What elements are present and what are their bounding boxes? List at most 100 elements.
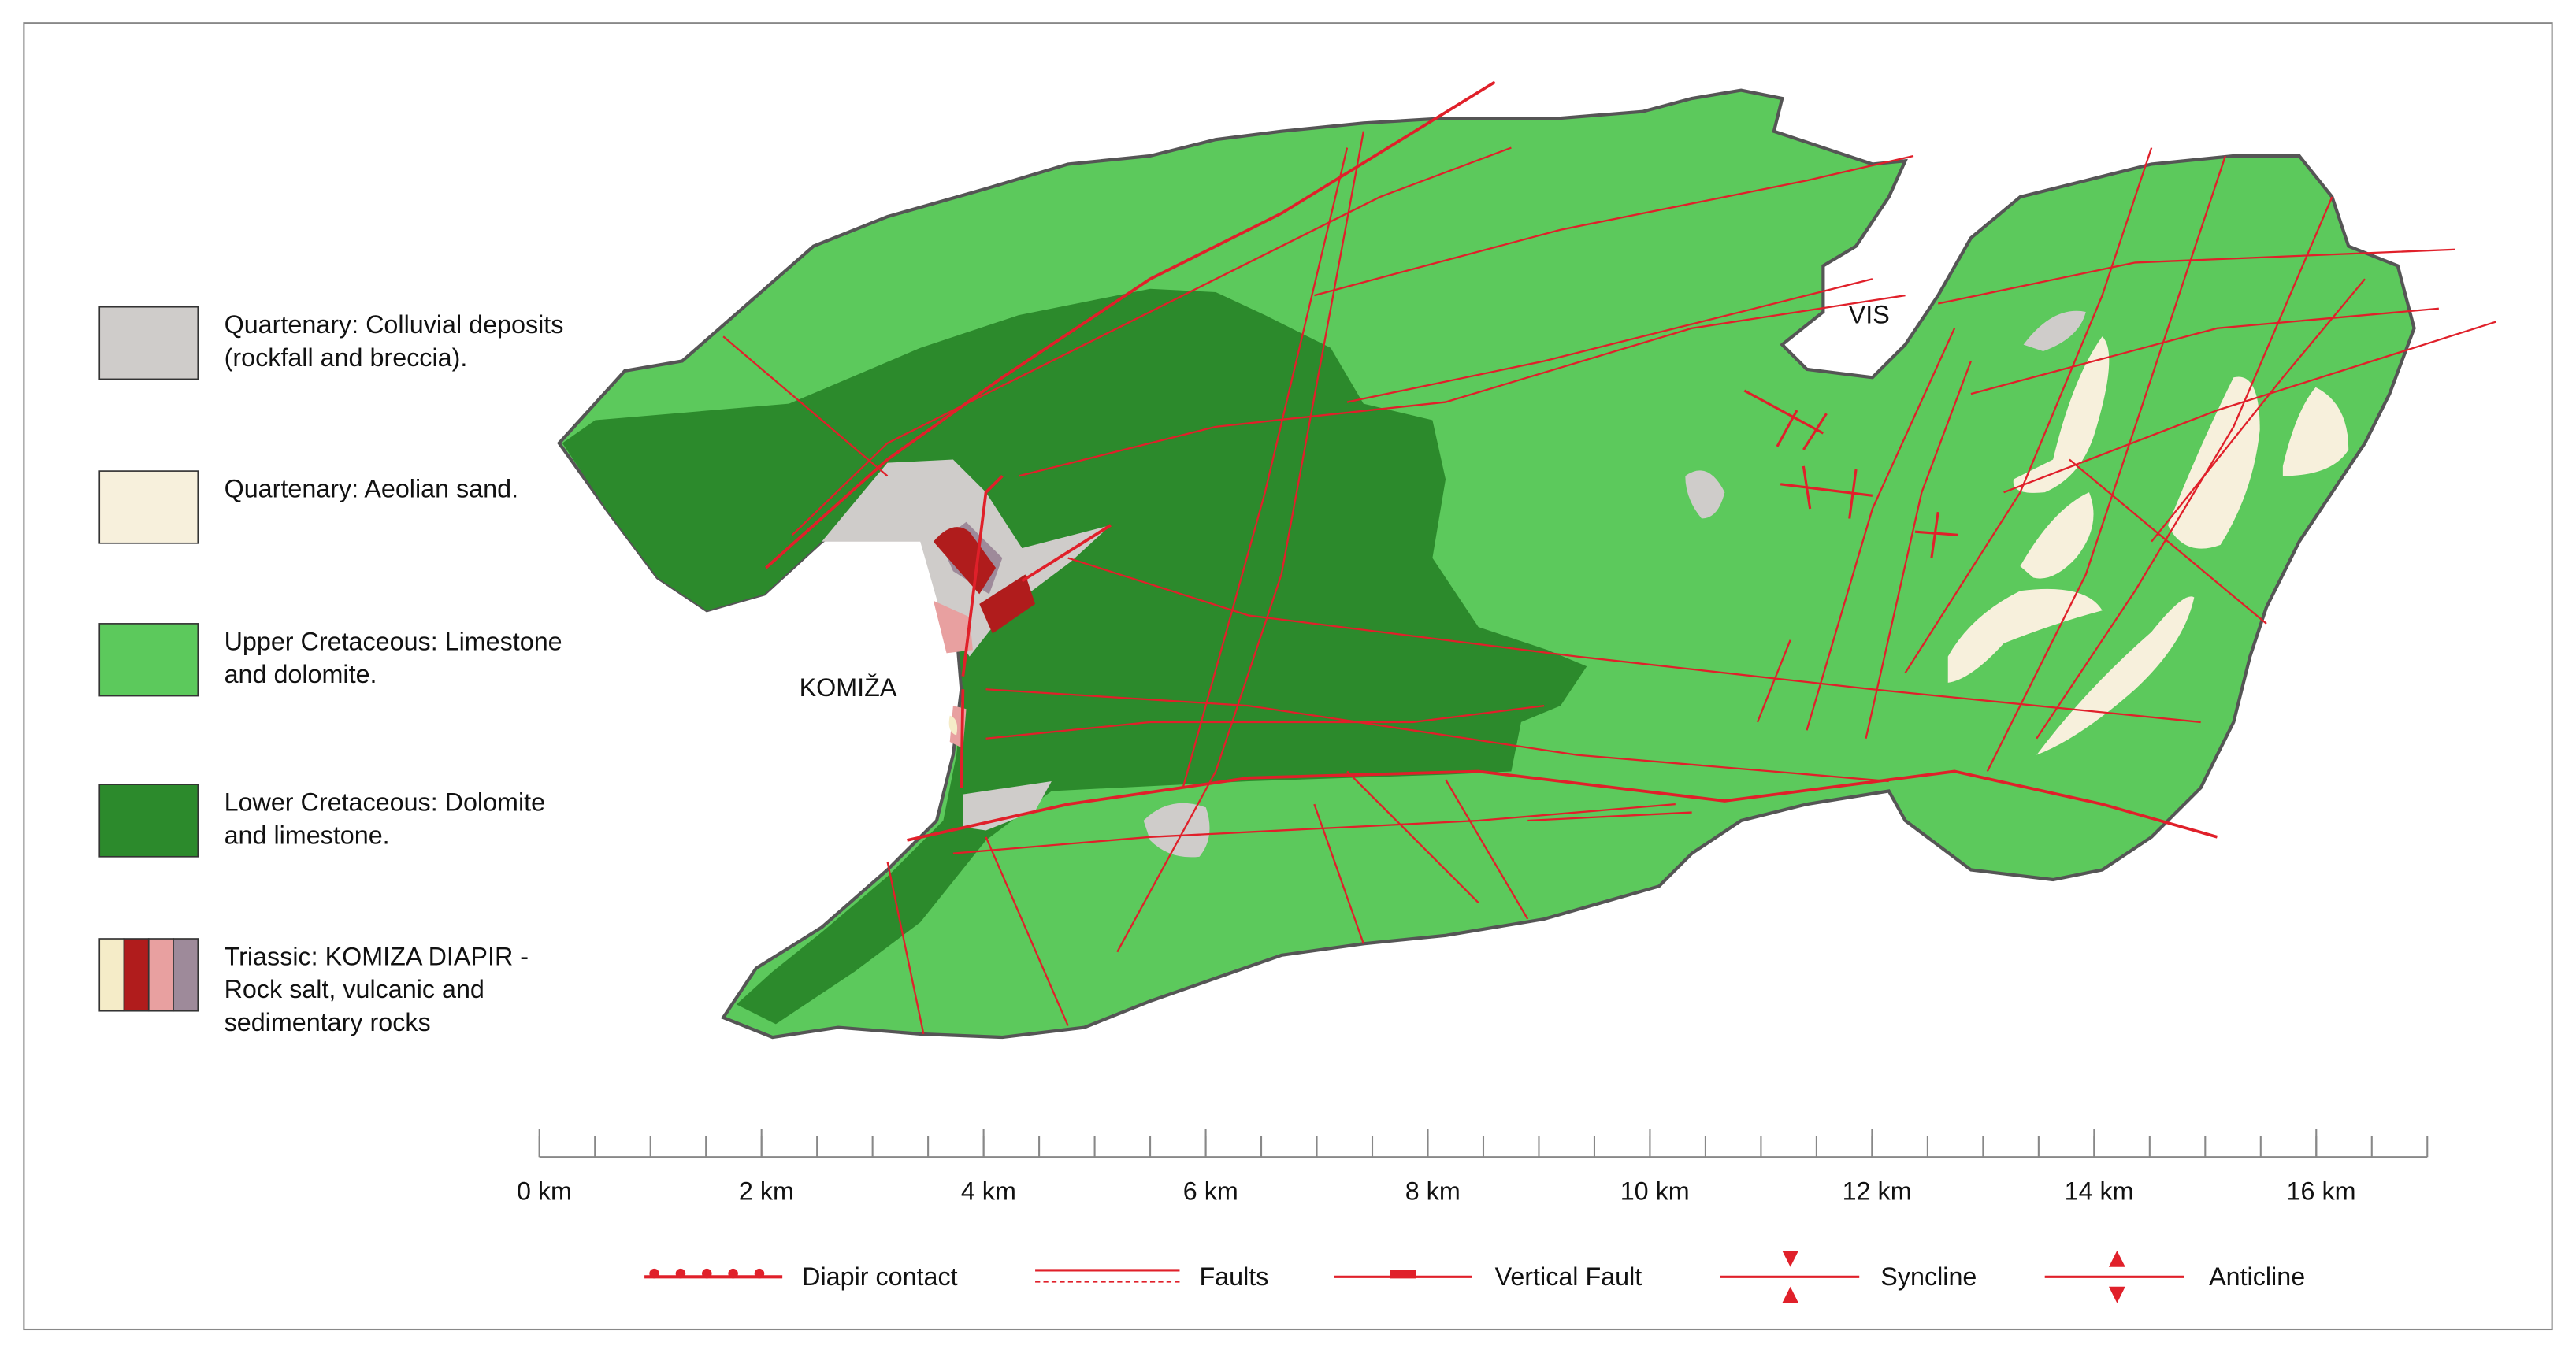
colluvial: [1685, 470, 1725, 519]
fault: [886, 861, 925, 1035]
scale-tick-label: 6 km: [1183, 1177, 1238, 1206]
aeolian-sand: [1947, 588, 2103, 683]
fault: [1445, 779, 1529, 920]
legend-swatch: [98, 938, 125, 1012]
fault: [1018, 294, 1906, 477]
fault: [1314, 154, 1914, 297]
syncline-axis: [1780, 483, 1873, 497]
fault: [1346, 770, 1479, 903]
fault: [952, 803, 1676, 854]
symbol-label: Faults: [1199, 1262, 1268, 1291]
syncline-axis: [1776, 410, 1798, 447]
symbol-label: Diapir contact: [802, 1262, 957, 1291]
lower-cretaceous: [562, 288, 1587, 1025]
aeolian-sand: [2020, 492, 2094, 579]
fault: [1904, 147, 2153, 674]
diapir-volcanic: [979, 574, 1036, 634]
fault: [1527, 811, 1692, 822]
legend-label: sedimentary rocks: [225, 1008, 431, 1036]
fault: [1806, 328, 1956, 731]
legend-swatch: [123, 938, 150, 1012]
diapir-sedimentary: [933, 600, 973, 654]
fault: [1116, 131, 1364, 953]
scale-tick-label: 16 km: [2287, 1177, 2356, 1206]
fold-symbols: [1743, 389, 1958, 558]
legend-label: and dolomite.: [225, 660, 377, 688]
scale-tick-label: 2 km: [739, 1177, 794, 1206]
fault: [1021, 524, 1112, 583]
legend-label: Upper Cretaceous: Limestone: [225, 627, 562, 655]
fault: [722, 335, 889, 477]
legend-label: (rockfall and breccia).: [225, 343, 468, 372]
colluvial: [963, 780, 1052, 831]
legend-swatch: [98, 623, 199, 697]
legend-swatch: [147, 938, 174, 1012]
fault: [985, 704, 1545, 740]
fault: [907, 769, 2218, 842]
symbol-label: Vertical Fault: [1495, 1262, 1642, 1291]
fault: [1938, 248, 2455, 305]
fault: [1346, 278, 1873, 403]
diapir-volcanic: [933, 527, 997, 595]
scale-tick-label: 10 km: [1620, 1177, 1690, 1206]
place-labels: KOMIŽA VIS: [800, 301, 1890, 702]
colluvial: [1143, 803, 1210, 858]
symbol-label: Syncline: [1880, 1262, 1977, 1291]
legend-swatch: [173, 938, 199, 1012]
fault: [1970, 307, 2439, 395]
syncline-arrows: [1782, 1250, 1799, 1303]
symbol-label: Anticline: [2209, 1262, 2305, 1291]
legend-swatch: [98, 784, 199, 858]
legend: Quartenary: Colluvial deposits (rockfall …: [98, 306, 564, 1036]
anticline-axis: [1914, 530, 1958, 536]
legend-label: Lower Cretaceous: Dolomite: [225, 788, 545, 817]
colluvial: [2023, 310, 2086, 351]
syncline-axis: [1848, 469, 1858, 519]
island: [557, 88, 2416, 1040]
legend-label: Triassic: KOMIZA DIAPIR -: [225, 943, 529, 971]
fault: [2069, 458, 2267, 625]
scale-tick-label: 0 km: [517, 1177, 572, 1206]
fault: [765, 80, 1496, 569]
scale-bar: 0 km 2 km 4 km 6 km 8 km 10 km 12 km 14 km 16 km: [517, 1129, 2429, 1206]
scale-tick-label: 8 km: [1405, 1177, 1461, 1206]
scale-tick-label: 4 km: [961, 1177, 1016, 1206]
fault: [1313, 803, 1364, 944]
fault: [961, 475, 1004, 676]
aeolian-sand: [2013, 336, 2110, 493]
anticline-axis: [1930, 511, 1939, 558]
fault: [960, 689, 965, 788]
fault: [985, 836, 1069, 1026]
scale-tick-label: 12 km: [1843, 1177, 1912, 1206]
anticline-arrows: [2108, 1250, 2125, 1303]
scale-tick-label: 14 km: [2065, 1177, 2134, 1206]
legend-swatch: [98, 306, 199, 380]
syncline-axis: [1802, 413, 1828, 450]
fault: [1756, 639, 1791, 723]
fault: [985, 688, 1889, 783]
aeolian-sand: [2282, 387, 2349, 476]
fault: [1182, 147, 1349, 788]
fault: [2151, 278, 2366, 543]
fault: [791, 146, 1512, 536]
legend-label: and limestone.: [225, 821, 390, 849]
syncline-axis: [1743, 389, 1824, 435]
aeolian-sand: [2036, 596, 2195, 755]
diapir-contact-dots: [649, 1268, 765, 1279]
fault: [1067, 557, 2201, 724]
place-label: VIS: [1849, 301, 1890, 329]
legend-swatch: [98, 470, 199, 544]
legend-label: Quartenary: Colluvial deposits: [225, 310, 564, 339]
legend-label: Quartenary: Aeolian sand.: [225, 475, 518, 503]
fault: [1986, 155, 2227, 772]
place-label: KOMIŽA: [800, 673, 897, 702]
syncline-axis: [1802, 465, 1812, 510]
faults: [722, 80, 2497, 1035]
fault: [2036, 196, 2333, 740]
vertical-fault-tick: [1390, 1270, 1416, 1279]
fault: [1865, 361, 1972, 740]
symbol-legend: Diapir contact Faults Vertical Fault Syncli…: [644, 1250, 2305, 1303]
diapir-salt: [948, 715, 958, 736]
legend-label: Rock salt, vulcanic and: [225, 975, 484, 1003]
